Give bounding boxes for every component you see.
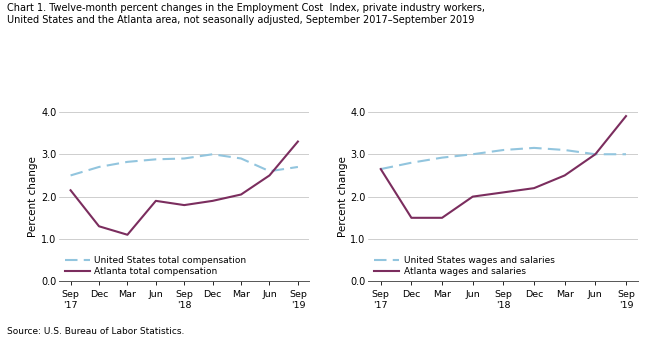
Atlanta wages and salaries (407, 216, 415, 220)
United States total compensation (266, 169, 274, 173)
United States wages and salaries (468, 152, 476, 156)
Atlanta total compensation (95, 224, 103, 228)
United States total compensation (180, 156, 188, 160)
Atlanta wages and salaries (438, 216, 446, 220)
Atlanta total compensation (294, 140, 302, 144)
Atlanta wages and salaries (499, 190, 507, 194)
Atlanta total compensation (152, 199, 160, 203)
Atlanta total compensation (237, 193, 245, 197)
Y-axis label: Percent change: Percent change (28, 156, 38, 237)
Atlanta wages and salaries (377, 167, 385, 171)
Text: Chart 1. Twelve-month percent changes in the Employment Cost  Index, private ind: Chart 1. Twelve-month percent changes in… (7, 3, 484, 25)
United States wages and salaries (592, 152, 599, 156)
Atlanta wages and salaries (468, 195, 476, 199)
Atlanta total compensation (266, 173, 274, 178)
Atlanta wages and salaries (561, 173, 569, 178)
Line: Atlanta total compensation: Atlanta total compensation (70, 142, 298, 235)
Atlanta total compensation (209, 199, 216, 203)
Atlanta total compensation (66, 188, 74, 192)
United States total compensation (237, 156, 245, 160)
Atlanta total compensation (180, 203, 188, 207)
United States wages and salaries (561, 148, 569, 152)
Line: Atlanta wages and salaries: Atlanta wages and salaries (381, 116, 626, 218)
United States wages and salaries (438, 156, 446, 160)
United States total compensation (152, 157, 160, 161)
Atlanta wages and salaries (592, 152, 599, 156)
Atlanta wages and salaries (530, 186, 538, 190)
Legend: United States wages and salaries, Atlanta wages and salaries: United States wages and salaries, Atlant… (373, 255, 555, 277)
Line: United States wages and salaries: United States wages and salaries (381, 148, 626, 169)
Atlanta wages and salaries (622, 114, 630, 118)
United States wages and salaries (499, 148, 507, 152)
United States total compensation (209, 152, 216, 156)
Text: Source: U.S. Bureau of Labor Statistics.: Source: U.S. Bureau of Labor Statistics. (7, 326, 184, 336)
United States wages and salaries (622, 152, 630, 156)
United States wages and salaries (377, 167, 385, 171)
United States wages and salaries (407, 161, 415, 165)
United States total compensation (95, 165, 103, 169)
Atlanta total compensation (124, 233, 132, 237)
United States wages and salaries (530, 146, 538, 150)
United States total compensation (294, 165, 302, 169)
Legend: United States total compensation, Atlanta total compensation: United States total compensation, Atlant… (64, 255, 247, 277)
United States total compensation (124, 160, 132, 164)
Line: United States total compensation: United States total compensation (70, 154, 298, 176)
Y-axis label: Percent change: Percent change (338, 156, 347, 237)
United States total compensation (66, 173, 74, 178)
